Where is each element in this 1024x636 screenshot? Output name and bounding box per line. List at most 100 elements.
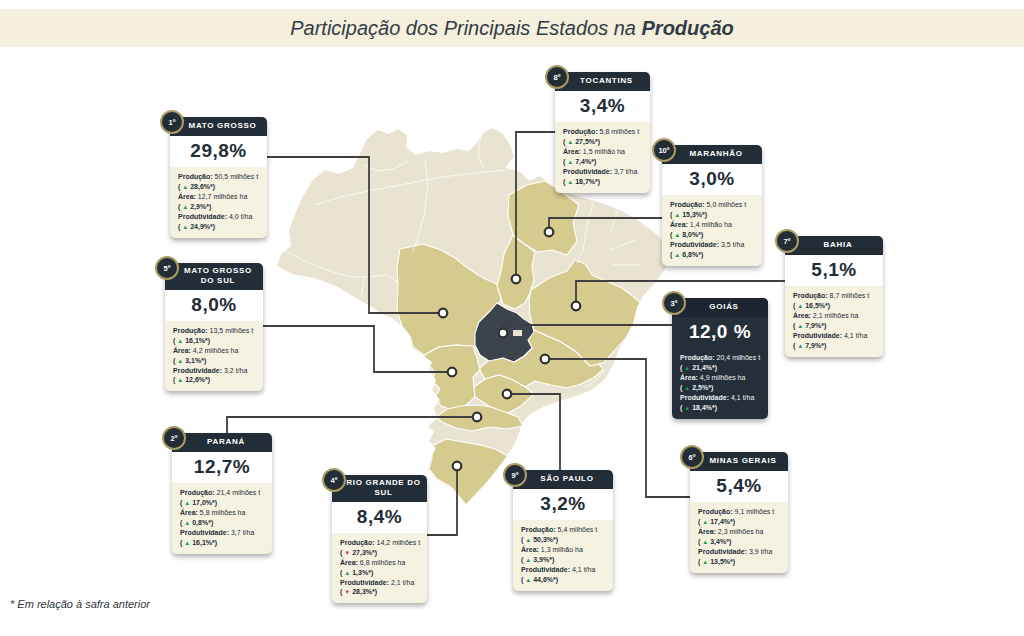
- metric-change: 13,5%*: [710, 558, 733, 565]
- connector-tocantins: [516, 132, 555, 274]
- state-card-bahia: 7º BAHIA 5,1% Produção: 8,7 milhões t ( …: [785, 236, 883, 357]
- trend-arrow-icon: ▲: [674, 212, 680, 218]
- metric: Produtividade: 3,9 t/ha ( ▲ 13,5%*): [698, 547, 784, 567]
- metric: Área: 2,3 milhões ha ( ▲ 3,4%*): [698, 527, 784, 547]
- state-card-tocantins: 8º TOCANTINS 3,4% Produção: 5,8 milhões …: [555, 72, 650, 193]
- metric-value: 4,9 milhões ha: [700, 374, 746, 381]
- metric-change: 6,8%*: [682, 251, 701, 258]
- metric-value: 21,4 milhões t: [217, 489, 261, 496]
- connector-maranhao: [549, 218, 662, 227]
- share-percentage: 12,7%: [172, 452, 272, 483]
- rank-badge: 8º: [545, 65, 569, 89]
- metric: Produtividade: 4,1 t/ha ( ▲ 18,4%*): [680, 393, 764, 413]
- trend-arrow-icon: ▲: [702, 559, 708, 565]
- metric-value: 5,8 milhões t: [600, 128, 640, 135]
- metric-change: 18,4%*: [692, 404, 715, 411]
- share-percentage: 3,2%: [513, 489, 613, 520]
- metric-label: Produção:: [563, 128, 598, 135]
- metric-change: 2,9%*: [190, 203, 209, 210]
- metric-change: 3,1%*: [185, 357, 204, 364]
- map-marker-mato-grosso-do-sul: [448, 368, 457, 377]
- metric-label: Produtividade:: [173, 367, 222, 374]
- rank-number: 6º: [689, 453, 696, 462]
- metric: Produtividade: 4,0 t/ha ( ▲ 24,9%*): [178, 212, 263, 232]
- trend-arrow-icon: ▲: [182, 204, 188, 210]
- trend-arrow-icon: ▲: [684, 405, 690, 411]
- metric-change: 50,3%*: [533, 536, 556, 543]
- metric-value: 3,2 t/ha: [224, 367, 247, 374]
- metric-value: 8,7 milhões t: [830, 292, 870, 299]
- trend-arrow-icon: ▲: [684, 385, 690, 391]
- card-details: Produção: 50,5 milhões t ( ▲ 28,6%*) Áre…: [170, 167, 267, 238]
- metric-change: 1,3%*: [352, 569, 371, 576]
- trend-arrow-icon: ▲: [702, 539, 708, 545]
- metric-change: 17,0%*: [192, 499, 215, 506]
- map-marker-bahia: [572, 302, 581, 311]
- metric-label: Área:: [680, 374, 698, 381]
- share-percentage: 12,0 %: [672, 317, 768, 348]
- metric-value: 1,4 milhão ha: [690, 221, 732, 228]
- metric: Área: 5,8 milhões ha ( ▲ 0,8%*): [180, 508, 268, 528]
- metric-value: 2,3 milhões ha: [718, 528, 764, 535]
- connector-mato-grosso-do-sul: [263, 326, 447, 372]
- rank-number: 8º: [554, 73, 561, 82]
- state-card-mato-grosso-do-sul: 5º MATO GROSSO DO SUL 8,0% Produção: 13,…: [165, 263, 263, 391]
- trend-arrow-icon: ▲: [177, 377, 183, 383]
- map-marker-parana: [473, 413, 482, 422]
- metric: Produção: 13,5 milhões t ( ▲ 16,1%*): [173, 326, 259, 346]
- trend-arrow-icon: ▲: [525, 537, 531, 543]
- metric-change: 3,4%*: [710, 538, 729, 545]
- metric: Produtividade: 4,1 t/ha ( ▲ 44,6%*): [521, 565, 609, 585]
- state-name: SÃO PAULO: [513, 470, 613, 489]
- state-card-sao-paulo: 9º SÃO PAULO 3,2% Produção: 5,4 milhões …: [513, 470, 613, 591]
- rank-badge: 7º: [775, 229, 799, 253]
- metric-label: Área:: [340, 559, 358, 566]
- state-name: MATO GROSSO DO SUL: [165, 263, 263, 290]
- metric-value: 4,2 milhões ha: [193, 347, 239, 354]
- metric-label: Área:: [698, 528, 716, 535]
- metric: Área: 1,3 milhão ha ( ▲ 3,9%*): [521, 545, 609, 565]
- metric-label: Produção:: [173, 327, 208, 334]
- metric-change: 28,3%*: [352, 588, 375, 595]
- metric: Produção: 20,4 milhões t ( ▲ 21,4%*): [680, 353, 764, 373]
- trend-arrow-icon: ▲: [797, 323, 803, 329]
- metric-change: 16,5%*: [805, 302, 828, 309]
- rank-number: 5º: [164, 264, 171, 273]
- metric-label: Área:: [180, 509, 198, 516]
- state-card-maranhao: 10º MARANHÃO 3,0% Produção: 5,0 milhões …: [662, 145, 762, 266]
- connector-goias: [503, 325, 672, 329]
- card-details: Produção: 13,5 milhões t ( ▲ 16,1%*) Áre…: [165, 321, 263, 392]
- metric: Área: 1,4 milhão ha ( ▲ 8,0%*): [670, 220, 758, 240]
- state-name: MARANHÃO: [662, 145, 762, 164]
- connector-sao-paulo: [512, 394, 560, 470]
- rank-number: 2º: [171, 434, 178, 443]
- metric-value: 3,9 t/ha: [749, 548, 772, 555]
- trend-arrow-icon: ▲: [177, 338, 183, 344]
- rank-badge: 10º: [652, 138, 676, 162]
- trend-arrow-icon: ▲: [177, 358, 183, 364]
- metric: Produtividade: 3,7 t/ha ( ▲ 18,7%*): [563, 167, 646, 187]
- metric-change: 8,0%*: [682, 231, 701, 238]
- card-details: Produção: 20,4 milhões t ( ▲ 21,4%*) Áre…: [672, 348, 768, 419]
- metric: Produtividade: 3,5 t/ha ( ▲ 6,8%*): [670, 240, 758, 260]
- metric: Produção: 50,5 milhões t ( ▲ 28,6%*): [178, 172, 263, 192]
- trend-arrow-icon: ▲: [184, 540, 190, 546]
- map-marker-sao-paulo: [503, 390, 512, 399]
- metric-value: 1,5 milhão ha: [583, 148, 625, 155]
- card-details: Produção: 9,1 milhões t ( ▲ 17,4%*) Área…: [690, 502, 788, 573]
- trend-arrow-icon: ▲: [702, 519, 708, 525]
- map-marker-tocantins: [512, 275, 521, 284]
- metric-value: 4,0 t/ha: [229, 213, 252, 220]
- metric-label: Produtividade:: [178, 213, 227, 220]
- metric: Produção: 9,1 milhões t ( ▲ 17,4%*): [698, 507, 784, 527]
- connector-rio-grande-do-sul: [427, 471, 457, 535]
- metric-change: 44,6%*: [533, 576, 556, 583]
- rank-number: 4º: [331, 476, 338, 485]
- share-percentage: 5,4%: [690, 471, 788, 502]
- metric-value: 13,5 milhões t: [210, 327, 254, 334]
- trend-arrow-icon: ▲: [797, 303, 803, 309]
- rank-number: 3º: [671, 299, 678, 308]
- metric-value: 50,5 milhões t: [215, 173, 259, 180]
- card-details: Produção: 5,4 milhões t ( ▲ 50,3%*) Área…: [513, 520, 613, 591]
- metric-change: 3,9%*: [533, 556, 552, 563]
